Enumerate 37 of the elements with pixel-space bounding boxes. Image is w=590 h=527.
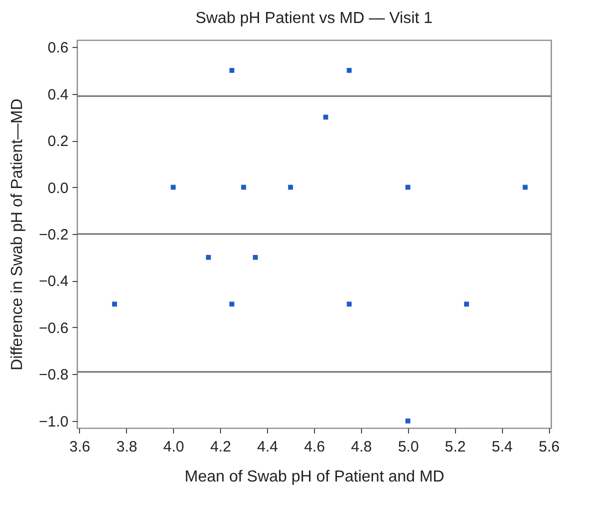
x-tick-label: 5.4	[492, 438, 513, 456]
y-tick-label: −0.2	[38, 226, 68, 244]
x-tick-label: 3.6	[69, 438, 90, 456]
point	[229, 68, 234, 73]
x-tick-label: 5.2	[444, 438, 466, 456]
y-tick-label: −0.4	[38, 273, 68, 290]
y-tick-label: 0.6	[48, 40, 68, 57]
x-axis-title: Mean of Swab pH of Patient and MD	[184, 468, 444, 486]
y-tick-label: −1.0	[38, 413, 68, 430]
point	[252, 254, 258, 260]
y-tick-label: 0.4	[48, 86, 68, 104]
x-tick-label: 4.0	[163, 438, 184, 456]
point	[405, 418, 410, 424]
point	[522, 184, 528, 190]
x-tick-label: 5.0	[398, 438, 419, 456]
point	[229, 302, 234, 307]
y-tick-label: −0.8	[38, 366, 68, 384]
point	[346, 302, 352, 307]
point	[241, 184, 246, 190]
point	[112, 302, 117, 307]
x-tick-label: 3.8	[116, 438, 138, 456]
y-tick-label: 0.0	[48, 180, 68, 197]
y-tick-label: 0.2	[48, 133, 68, 150]
point	[323, 114, 328, 120]
x-tick-label: 4.2	[210, 438, 232, 456]
x-tick-label: 4.4	[257, 438, 278, 456]
chart-title: Swab pH Patient vs MD — Visit 1	[195, 10, 433, 27]
point	[464, 302, 469, 307]
point	[346, 68, 352, 73]
x-tick-label: 4.8	[351, 438, 372, 456]
point	[405, 184, 410, 190]
x-tick-label: 4.6	[304, 438, 325, 456]
y-axis-title: Difference in Swab pH of Patient—MD	[8, 98, 26, 370]
y-tick-label: −0.6	[38, 320, 68, 337]
point	[288, 184, 293, 190]
point	[206, 254, 211, 260]
x-tick-label: 5.6	[538, 438, 560, 456]
